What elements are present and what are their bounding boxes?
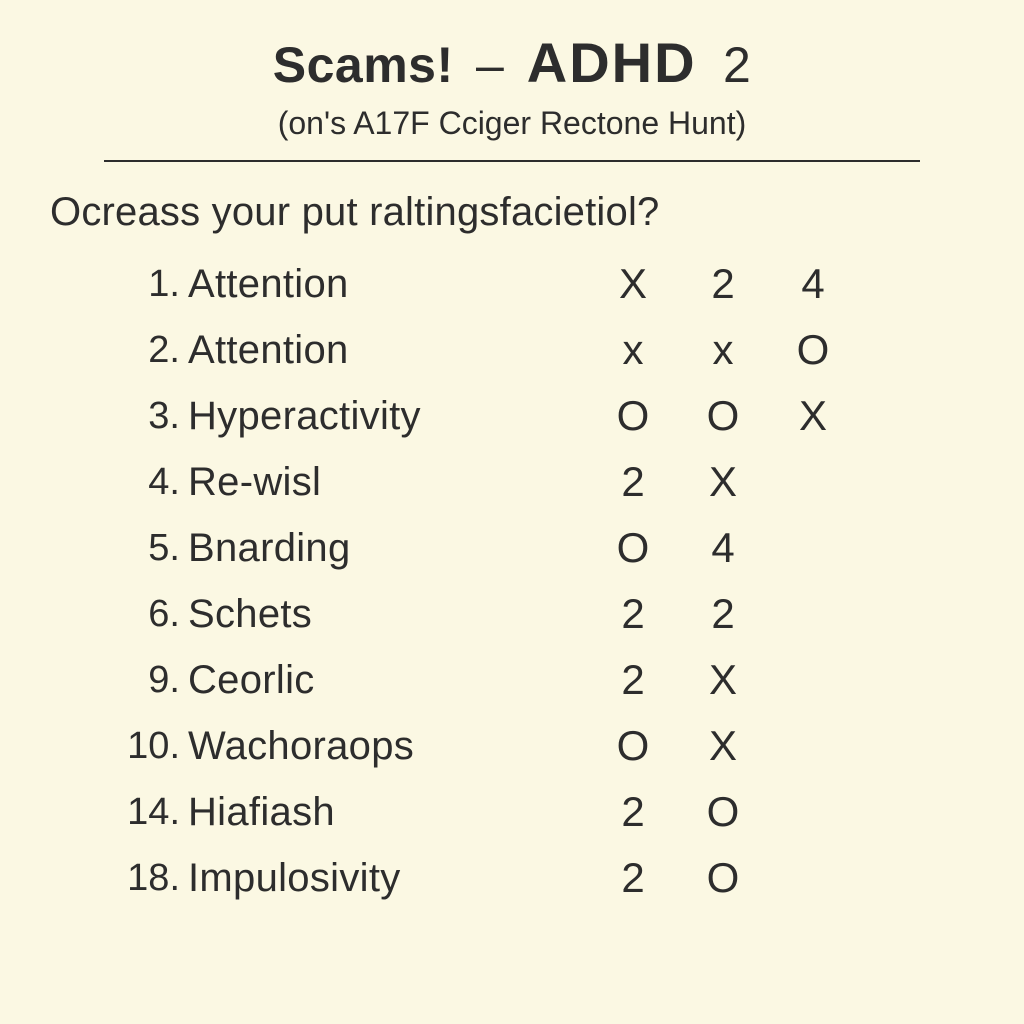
score-cell: 2 bbox=[678, 260, 768, 308]
score-cell: O bbox=[588, 524, 678, 572]
score-cell: 2 bbox=[588, 590, 678, 638]
item-label: Ceorlic bbox=[188, 658, 588, 703]
score-cell: X bbox=[678, 722, 768, 770]
list-item: 2.AttentionxxO bbox=[106, 317, 976, 383]
item-number: 9. bbox=[106, 659, 188, 702]
score-cell: 4 bbox=[768, 260, 858, 308]
item-number: 5. bbox=[106, 527, 188, 570]
item-number: 6. bbox=[106, 593, 188, 636]
item-label: Hiafiash bbox=[188, 790, 588, 835]
title: Scams! – ADHD 2 bbox=[48, 30, 976, 95]
item-label: Schets bbox=[188, 592, 588, 637]
score-cell: X bbox=[768, 392, 858, 440]
score-cell: X bbox=[588, 260, 678, 308]
score-cell: X bbox=[678, 458, 768, 506]
item-label: Wachoraops bbox=[188, 724, 588, 769]
page-root: Scams! – ADHD 2 (on's A17F Cciger Recton… bbox=[0, 0, 1024, 1024]
title-bold: ADHD bbox=[527, 31, 697, 94]
score-cell: 2 bbox=[588, 458, 678, 506]
list-item: 18.Impulosivity2O bbox=[106, 845, 976, 911]
score-cell: x bbox=[588, 326, 678, 374]
list-item: 3.HyperactivityOOX bbox=[106, 383, 976, 449]
score-cell: O bbox=[768, 326, 858, 374]
item-label: Impulosivity bbox=[188, 856, 588, 901]
item-number: 14. bbox=[106, 791, 188, 834]
list-item: 4.Re-wisl2X bbox=[106, 449, 976, 515]
list-item: 9.Ceorlic2X bbox=[106, 647, 976, 713]
item-label: Hyperactivity bbox=[188, 394, 588, 439]
divider bbox=[104, 160, 921, 162]
item-label: Attention bbox=[188, 262, 588, 307]
score-cell: x bbox=[678, 326, 768, 374]
item-number: 18. bbox=[106, 857, 188, 900]
score-cell: 4 bbox=[678, 524, 768, 572]
score-cell: 2 bbox=[588, 656, 678, 704]
score-cell: 2 bbox=[588, 788, 678, 836]
list-item: 14.Hiafiash2O bbox=[106, 779, 976, 845]
title-part1: Scams! bbox=[273, 37, 454, 93]
score-cell: O bbox=[588, 392, 678, 440]
title-trail: 2 bbox=[723, 37, 751, 93]
list-item: 1.AttentionX24 bbox=[106, 251, 976, 317]
score-cell: O bbox=[678, 392, 768, 440]
item-number: 3. bbox=[106, 395, 188, 438]
title-dash: – bbox=[476, 37, 504, 93]
header: Scams! – ADHD 2 (on's A17F Cciger Recton… bbox=[48, 30, 976, 162]
score-cell: O bbox=[678, 788, 768, 836]
score-cell: X bbox=[678, 656, 768, 704]
question-text: Ocreass your put raltingsfacietiol? bbox=[50, 190, 976, 235]
score-cell: 2 bbox=[678, 590, 768, 638]
list-item: 5.BnardingO4 bbox=[106, 515, 976, 581]
item-label: Attention bbox=[188, 328, 588, 373]
score-cell: 2 bbox=[588, 854, 678, 902]
item-list: 1.AttentionX242.AttentionxxO3.Hyperactiv… bbox=[106, 251, 976, 911]
item-number: 4. bbox=[106, 461, 188, 504]
score-cell: O bbox=[678, 854, 768, 902]
item-number: 2. bbox=[106, 329, 188, 372]
subtitle: (on's A17F Cciger Rectone Hunt) bbox=[48, 105, 976, 142]
list-item: 6.Schets22 bbox=[106, 581, 976, 647]
item-label: Re-wisl bbox=[188, 460, 588, 505]
item-number: 1. bbox=[106, 263, 188, 306]
list-item: 10.WachoraopsOX bbox=[106, 713, 976, 779]
item-label: Bnarding bbox=[188, 526, 588, 571]
score-cell: O bbox=[588, 722, 678, 770]
item-number: 10. bbox=[106, 725, 188, 768]
